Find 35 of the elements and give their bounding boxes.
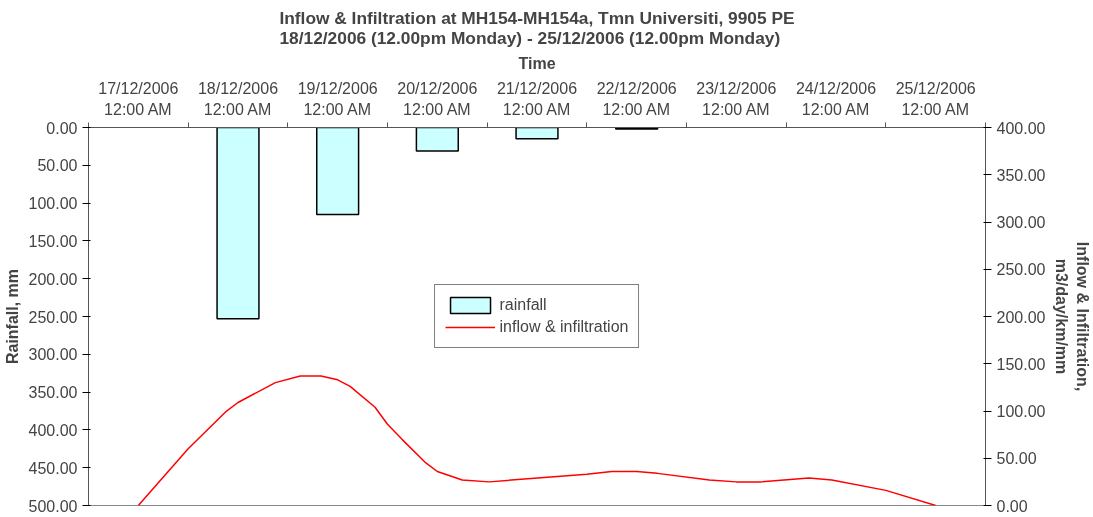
x-tick-label: 20/12/2006 12:00 AM bbox=[397, 80, 478, 118]
x-tick-label: 25/12/2006 12:00 AM bbox=[895, 80, 976, 118]
y2-tick-label: 350.00 bbox=[996, 166, 1046, 184]
y-tick-label: 450.00 bbox=[28, 459, 78, 477]
y-axis-title: Rainfall, mm bbox=[3, 268, 21, 365]
y-tick-label: 300.00 bbox=[28, 346, 78, 364]
x-axis-title: Time bbox=[518, 55, 556, 73]
y-tick-label: 200.00 bbox=[28, 270, 78, 288]
y2-tick-label: 200.00 bbox=[996, 308, 1046, 326]
y2-tick-label: 100.00 bbox=[996, 403, 1046, 420]
legend-label: rainfall bbox=[499, 296, 547, 314]
y-tick-label: 0.00 bbox=[46, 119, 78, 137]
y2-tick-label: 0.00 bbox=[996, 497, 1028, 515]
x-tick-label: 19/12/2006 12:00 AM bbox=[297, 80, 378, 118]
x-tick-label: 24/12/2006 12:00 AM bbox=[795, 80, 877, 118]
y2-tick-label: 50.00 bbox=[996, 450, 1037, 468]
x-tick-label: 21/12/2006 12:00 AM bbox=[496, 80, 578, 118]
y-tick-label: 250.00 bbox=[28, 308, 78, 326]
x-tick-label: 22/12/2006 12:00 AM bbox=[596, 80, 677, 118]
y2-axis-title: Inflow & Infiltration, m3/day/km/mm bbox=[1053, 241, 1091, 392]
y-tick-label: 150.00 bbox=[28, 232, 78, 250]
y-tick-label: 350.00 bbox=[28, 384, 78, 402]
y2-tick-label: 400.00 bbox=[996, 119, 1046, 137]
legend-label: inflow & infiltration bbox=[499, 318, 629, 336]
y2-tick-label: 150.00 bbox=[996, 355, 1046, 373]
chart-title: Inflow & Infiltration at MH154-MH154a, Tmn Universiti, 9905 PE 18/12/2006 (12.00pm Monday) - 25/12/2006 (12.00pm Monday) bbox=[279, 7, 795, 48]
x-tick-label: 17/12/2006 12:00 AM bbox=[98, 80, 179, 118]
y-tick-label: 100.00 bbox=[28, 195, 78, 213]
y-tick-label: 50.00 bbox=[37, 157, 78, 175]
x-tick-label: 23/12/2006 12:00 AM bbox=[696, 80, 777, 118]
x-tick-label: 18/12/2006 12:00 AM bbox=[197, 80, 279, 118]
y2-tick-label: 250.00 bbox=[996, 261, 1046, 279]
y-tick-label: 400.00 bbox=[28, 421, 78, 439]
y-tick-label: 500.00 bbox=[28, 497, 78, 515]
y2-tick-label: 300.00 bbox=[996, 214, 1046, 231]
